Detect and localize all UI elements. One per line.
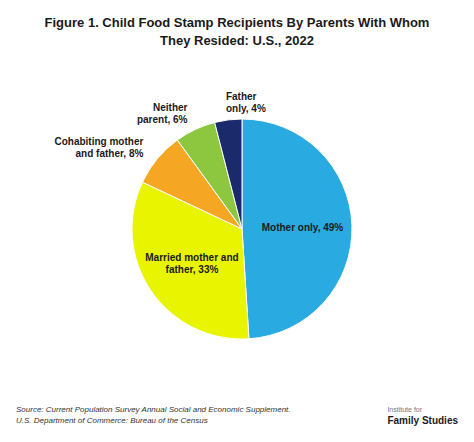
html-text:Source: Current Population Sur: Source: Current Population Survey Annual… <box>16 405 291 414</box>
html-text:Institute for: Institute for <box>387 406 423 413</box>
svg-text:Fatheronly, 4%: Fatheronly, 4% <box>226 91 266 114</box>
html-text:Figure 1. Child Food Stamp Rec: Figure 1. Child Food Stamp Recipients By… <box>44 15 430 48</box>
svg-text:Neitherparent, 6%: Neitherparent, 6% <box>137 102 188 125</box>
html-text:Family Studies: Family Studies <box>387 415 458 426</box>
html-text:U.S. Department of Commerce: B: U.S. Department of Commerce: Bureau of t… <box>16 416 208 425</box>
svg-text:Married mother andfather, 33%: Married mother andfather, 33% <box>145 252 238 275</box>
svg-text:Cohabiting motherand father, 8: Cohabiting motherand father, 8% <box>54 136 143 159</box>
svg-text:Mother only, 49%: Mother only, 49% <box>262 222 344 233</box>
